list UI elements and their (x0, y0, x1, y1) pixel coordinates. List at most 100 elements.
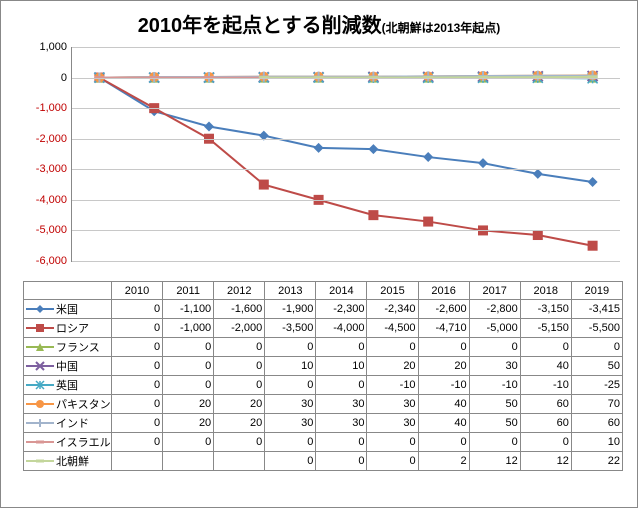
data-cell: 50 (571, 357, 622, 376)
table-row: フランス0000000000 (24, 338, 623, 357)
legend-cell: ロシア (24, 319, 112, 338)
year-header: 2016 (418, 282, 469, 300)
table-row: イスラエル00000000010 (24, 433, 623, 452)
year-header: 2010 (112, 282, 163, 300)
data-cell (163, 452, 214, 471)
data-cell: 0 (469, 433, 520, 452)
data-cell: 0 (112, 433, 163, 452)
data-cell: 0 (112, 300, 163, 319)
data-cell: 0 (163, 338, 214, 357)
data-cell: 60 (520, 395, 571, 414)
legend-icon (26, 303, 54, 315)
data-cell: 0 (112, 319, 163, 338)
data-cell: 50 (469, 395, 520, 414)
data-cell: 30 (265, 414, 316, 433)
gridline (72, 169, 620, 170)
gridline (72, 230, 620, 231)
data-cell (214, 452, 265, 471)
data-cell: 0 (316, 433, 367, 452)
table-row: 中国00010102020304050 (24, 357, 623, 376)
data-cell: 12 (520, 452, 571, 471)
legend-label: フランス (56, 342, 100, 354)
legend-label: 中国 (56, 361, 78, 373)
data-cell: 30 (316, 395, 367, 414)
series-marker (423, 217, 433, 227)
chart-title-main: 2010年を起点とする削減数 (138, 15, 382, 37)
table-row: インド0202030303040506060 (24, 414, 623, 433)
data-cell: -10 (520, 376, 571, 395)
data-cell: 10 (571, 433, 622, 452)
gridline (72, 200, 620, 201)
data-cell: -1,900 (265, 300, 316, 319)
data-cell: 0 (469, 338, 520, 357)
data-cell: -4,500 (367, 319, 418, 338)
table-row: ロシア0-1,000-2,000-3,500-4,000-4,500-4,710… (24, 319, 623, 338)
y-axis-label: -1,000 (27, 102, 67, 114)
data-cell: 0 (112, 395, 163, 414)
series-marker (368, 210, 378, 220)
data-cell: 0 (214, 433, 265, 452)
y-axis-label: -2,000 (27, 133, 67, 145)
data-cell: -3,150 (520, 300, 571, 319)
year-header: 2013 (265, 282, 316, 300)
data-cell: 30 (367, 414, 418, 433)
legend-icon (26, 398, 54, 410)
year-header: 2019 (571, 282, 622, 300)
data-cell: 0 (112, 376, 163, 395)
legend-label: パキスタン (56, 399, 111, 411)
year-header: 2011 (163, 282, 214, 300)
year-header: 2017 (469, 282, 520, 300)
legend-icon (26, 322, 54, 334)
data-cell: 0 (316, 376, 367, 395)
data-cell: 22 (571, 452, 622, 471)
y-axis-label: -6,000 (27, 255, 67, 267)
table-corner-cell (24, 282, 112, 300)
data-cell: -1,600 (214, 300, 265, 319)
series-marker (204, 121, 214, 131)
data-cell: -3,415 (571, 300, 622, 319)
data-cell: 40 (520, 357, 571, 376)
gridline (72, 108, 620, 109)
table-row: 米国0-1,100-1,600-1,900-2,300-2,340-2,600-… (24, 300, 623, 319)
table-row: 北朝鮮0002121222 (24, 452, 623, 471)
data-cell: 12 (469, 452, 520, 471)
data-cell: 60 (571, 414, 622, 433)
table-row: パキスタン0202030303040506070 (24, 395, 623, 414)
legend-icon (26, 379, 54, 391)
legend-cell: フランス (24, 338, 112, 357)
legend-icon (26, 341, 54, 353)
series-marker (533, 230, 543, 240)
legend-cell: 中国 (24, 357, 112, 376)
legend-cell: イスラエル (24, 433, 112, 452)
data-cell: 0 (316, 338, 367, 357)
y-axis-label: -5,000 (27, 224, 67, 236)
data-cell: 0 (418, 338, 469, 357)
data-cell: 10 (265, 357, 316, 376)
y-axis-label: -3,000 (27, 163, 67, 175)
data-cell: -2,340 (367, 300, 418, 319)
year-header: 2014 (316, 282, 367, 300)
chart-svg (72, 47, 620, 261)
data-cell: 0 (163, 433, 214, 452)
data-cell: -10 (367, 376, 418, 395)
legend-label: 英国 (56, 380, 78, 392)
data-cell: 0 (214, 357, 265, 376)
data-cell: 20 (418, 357, 469, 376)
data-cell: 0 (163, 376, 214, 395)
data-cell: -5,150 (520, 319, 571, 338)
data-cell: 0 (367, 338, 418, 357)
legend-label: 米国 (56, 304, 78, 316)
chart-area: 1,0000-1,000-2,000-3,000-4,000-5,000-6,0… (23, 41, 623, 279)
data-cell: -2,800 (469, 300, 520, 319)
data-cell: -1,100 (163, 300, 214, 319)
data-cell: -5,500 (571, 319, 622, 338)
data-table: 2010201120122013201420152016201720182019… (23, 281, 623, 471)
data-cell: 0 (520, 433, 571, 452)
data-cell: -4,000 (316, 319, 367, 338)
data-cell: 20 (367, 357, 418, 376)
data-cell: 0 (265, 433, 316, 452)
data-cell: -25 (571, 376, 622, 395)
y-axis-label: 1,000 (27, 41, 67, 53)
data-cell: 0 (571, 338, 622, 357)
series-line (99, 78, 592, 246)
